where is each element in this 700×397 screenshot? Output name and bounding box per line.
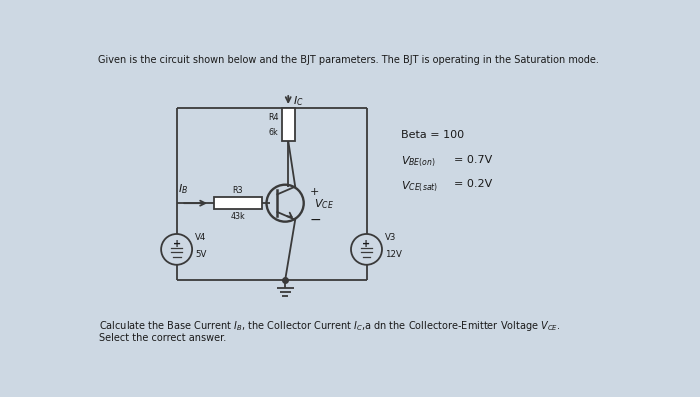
Text: −: −: [310, 213, 321, 227]
Text: $I_C$: $I_C$: [293, 94, 304, 108]
Text: +: +: [363, 239, 370, 249]
Text: +: +: [310, 187, 319, 197]
Text: Given is the circuit shown below and the BJT parameters. The BJT is operating in: Given is the circuit shown below and the…: [97, 55, 598, 66]
Text: Beta = 100: Beta = 100: [401, 130, 465, 140]
Text: = 0.2V: = 0.2V: [454, 179, 492, 189]
Text: +: +: [173, 239, 181, 249]
Text: 5V: 5V: [195, 250, 206, 259]
Text: R3: R3: [232, 186, 243, 195]
Text: 6k: 6k: [269, 128, 279, 137]
Text: $V_{BE(on)}$: $V_{BE(on)}$: [401, 155, 436, 169]
Text: $I_B$: $I_B$: [178, 183, 188, 196]
Text: 43k: 43k: [230, 212, 245, 221]
Text: = 0.7V: = 0.7V: [454, 155, 492, 165]
Text: R4: R4: [268, 113, 279, 121]
Text: 12V: 12V: [385, 250, 402, 259]
Bar: [214, 197, 262, 209]
Text: $V_{CE(sat)}$: $V_{CE(sat)}$: [401, 179, 439, 194]
Text: V3: V3: [385, 233, 396, 242]
Text: Calculate the Base Current $I_B$, the Collector Current $I_C$,a dn the Collector: Calculate the Base Current $I_B$, the Co…: [99, 320, 561, 333]
Text: $V_{CE}$: $V_{CE}$: [314, 197, 334, 211]
Text: V4: V4: [195, 233, 206, 242]
Bar: [281, 108, 295, 141]
Text: Select the correct answer.: Select the correct answer.: [99, 333, 226, 343]
